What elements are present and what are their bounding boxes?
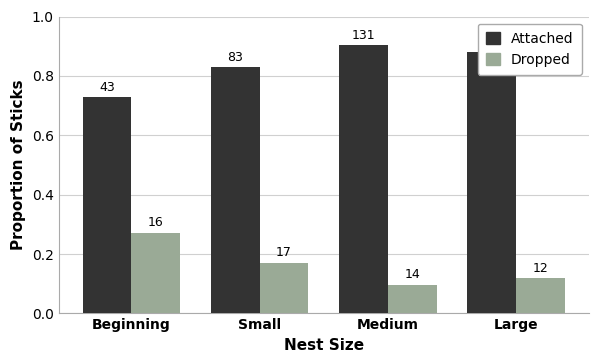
Text: 43: 43 xyxy=(99,80,115,94)
Text: 17: 17 xyxy=(276,246,292,260)
Text: 12: 12 xyxy=(533,262,548,275)
Bar xyxy=(131,233,180,313)
Text: 16: 16 xyxy=(148,217,164,229)
Text: 14: 14 xyxy=(404,268,420,281)
Bar xyxy=(388,285,437,313)
Text: 89: 89 xyxy=(484,35,500,48)
Bar xyxy=(339,45,388,313)
Bar xyxy=(467,52,516,313)
Bar xyxy=(211,67,260,313)
X-axis label: Nest Size: Nest Size xyxy=(284,338,364,353)
Bar xyxy=(83,97,131,313)
Text: 131: 131 xyxy=(352,29,375,42)
Y-axis label: Proportion of Sticks: Proportion of Sticks xyxy=(11,80,26,250)
Bar xyxy=(260,263,308,313)
Legend: Attached, Dropped: Attached, Dropped xyxy=(478,24,582,75)
Bar xyxy=(516,278,565,313)
Text: 83: 83 xyxy=(227,51,243,63)
